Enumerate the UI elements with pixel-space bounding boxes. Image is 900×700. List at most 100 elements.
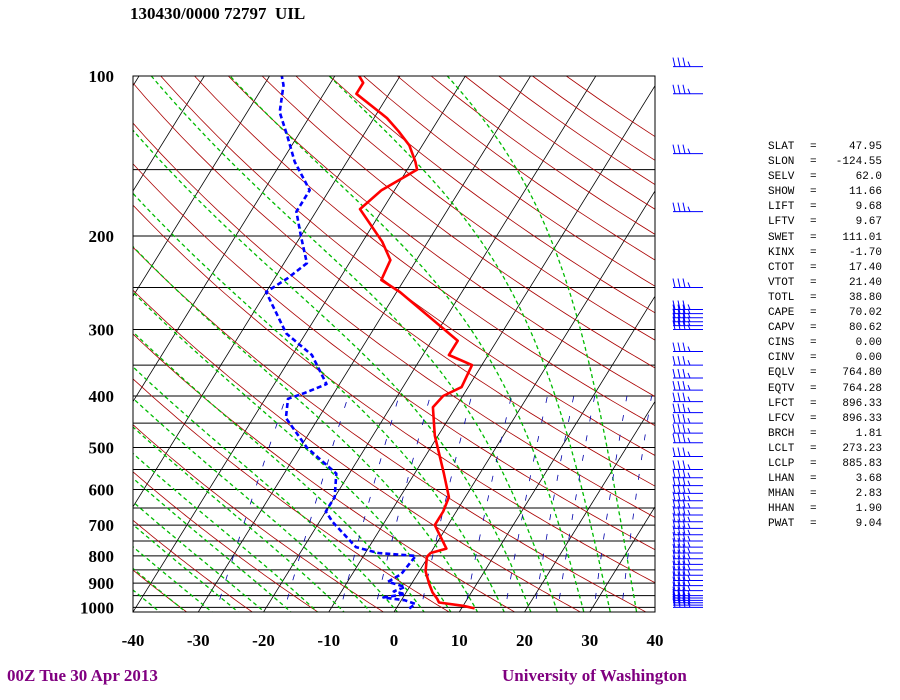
wind-barb-half-feather xyxy=(687,575,691,581)
index-row-cins: CINS = 0.00 xyxy=(768,336,882,351)
index-equals: = xyxy=(810,457,817,470)
wind-barb xyxy=(672,342,703,353)
wind-barb-feather xyxy=(682,460,686,470)
wind-barb xyxy=(672,571,703,582)
temperature-tick-label: -30 xyxy=(187,631,210,650)
dry-adiabat xyxy=(133,122,655,518)
wind-barb-feather xyxy=(677,555,681,565)
index-row-selv: SELV = 62.0 xyxy=(768,170,882,185)
wind-barb-feather xyxy=(677,403,681,413)
index-value: 111.01 xyxy=(842,231,882,244)
wind-barb-feather xyxy=(677,537,681,548)
wind-barb-feather xyxy=(677,505,681,516)
dry-adiabat xyxy=(133,163,655,551)
mixing-ratio-line xyxy=(283,395,349,612)
index-equals: = xyxy=(810,397,817,410)
wind-barb-feather xyxy=(672,576,676,586)
moist-adiabat xyxy=(133,501,266,612)
moist-adiabat xyxy=(133,291,452,612)
wind-barb-half-feather xyxy=(687,564,691,571)
index-name: SLON xyxy=(768,156,795,169)
index-value: 0.00 xyxy=(855,352,882,365)
isotherm-line xyxy=(197,76,532,612)
wind-barb-feather xyxy=(677,414,681,424)
moist-adiabat xyxy=(446,76,638,612)
index-value: 273.23 xyxy=(842,442,882,455)
wind-barb-feather xyxy=(682,144,686,154)
index-equals: = xyxy=(810,352,817,365)
index-row-vtot: VTOT = 21.40 xyxy=(768,276,882,291)
isotherm-line xyxy=(133,76,271,298)
index-name: SWET xyxy=(768,231,795,244)
index-name: PWAT xyxy=(768,518,795,531)
index-value: 11.66 xyxy=(848,186,882,199)
wind-barb-half-feather xyxy=(687,590,691,596)
wind-barb-half-feather xyxy=(687,417,691,424)
index-row-lclp: LCLP = 885.83 xyxy=(768,457,882,472)
wind-barb-feather xyxy=(672,549,676,559)
wind-barb-half-feather xyxy=(687,427,691,434)
wind-barb-feather xyxy=(672,368,676,379)
index-equals: = xyxy=(810,322,817,335)
index-row-totl: TOTL = 38.80 xyxy=(768,291,882,306)
dry-adiabat xyxy=(133,289,582,612)
pressure-tick-label: 500 xyxy=(89,438,115,457)
wind-barb xyxy=(672,525,703,536)
wind-barb-half-feather xyxy=(687,372,691,379)
mixing-ratio-line xyxy=(504,395,548,612)
wind-barb-feather xyxy=(672,414,676,424)
wind-barb xyxy=(672,433,703,444)
moist-adiabat xyxy=(133,192,505,612)
index-equals: = xyxy=(810,307,817,320)
index-row-lfct: LFCT = 896.33 xyxy=(768,397,882,412)
wind-barb-feather xyxy=(672,202,676,212)
pressure-tick-label: 900 xyxy=(89,574,115,593)
dry-adiabat xyxy=(133,333,516,612)
index-name: LCLP xyxy=(768,457,795,470)
moist-adiabat xyxy=(150,76,558,612)
index-row-slon: SLON = -124.55 xyxy=(768,155,882,170)
wind-barb-half-feather xyxy=(687,464,691,470)
wind-barb-half-feather xyxy=(687,304,691,310)
wind-barb xyxy=(672,57,703,68)
wind-barb-half-feather xyxy=(687,282,691,288)
wind-barb-feather xyxy=(672,525,676,535)
index-equals: = xyxy=(810,246,817,259)
index-name: TOTL xyxy=(768,291,795,304)
wind-barb-half-feather xyxy=(687,523,691,529)
index-value: 3.68 xyxy=(855,473,882,486)
chart-title: 130430/0000 72797 UIL xyxy=(130,4,306,23)
wind-barb-feather xyxy=(682,381,686,391)
wind-barb-feather xyxy=(677,549,681,559)
pressure-tick-label: 600 xyxy=(89,481,115,500)
wind-barb xyxy=(672,368,703,379)
moist-adiabat xyxy=(133,331,425,612)
pressure-tick-label: 400 xyxy=(89,387,115,406)
index-row-kinx: KINX = -1.70 xyxy=(768,246,882,261)
wind-barb-feather xyxy=(672,566,676,576)
footer-source: University of Washington xyxy=(502,666,687,685)
wind-barb-feather xyxy=(682,566,686,576)
wind-barbs xyxy=(672,57,703,608)
wind-barb-feather xyxy=(677,460,681,470)
temperature-tick-label: 10 xyxy=(451,631,468,650)
index-equals: = xyxy=(810,216,817,229)
wind-barb-feather xyxy=(672,381,676,391)
wind-barb-feather xyxy=(672,300,676,310)
index-row-eqtv: EQTV = 764.28 xyxy=(768,382,882,397)
moist-adiabat xyxy=(133,523,240,612)
wind-barb-feather xyxy=(672,531,676,542)
wind-barb xyxy=(672,84,703,95)
isotherm-line xyxy=(589,505,655,612)
wind-barb-half-feather xyxy=(687,384,691,391)
isotherm-line xyxy=(133,76,205,192)
index-row-lfcv: LFCV = 896.33 xyxy=(768,412,882,427)
wind-barb-half-feather xyxy=(687,529,691,535)
isotherm-line xyxy=(393,190,655,612)
wind-barb-feather xyxy=(672,403,676,413)
index-name: LFTV xyxy=(768,216,795,229)
index-equals: = xyxy=(810,276,817,289)
wind-barb-feather xyxy=(682,84,686,94)
plot-frame xyxy=(132,75,656,613)
wind-barb-feather xyxy=(682,505,686,516)
